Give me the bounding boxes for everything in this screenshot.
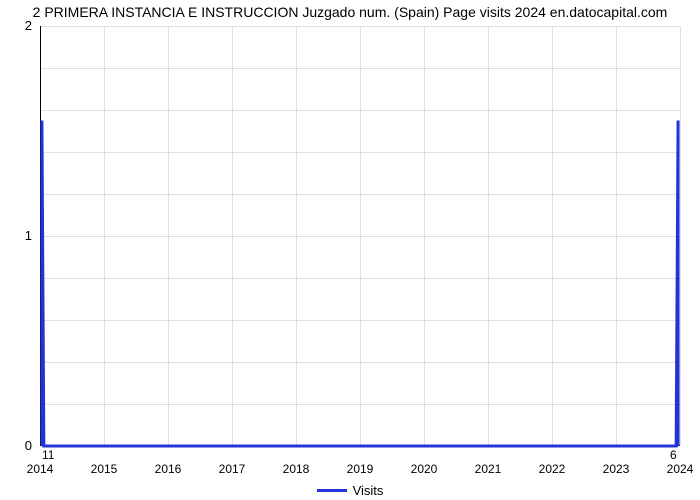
x-tick-label: 2015 — [84, 462, 124, 476]
x-tick-label: 2019 — [340, 462, 380, 476]
x-tick-label: 2024 — [660, 462, 700, 476]
corner-label-right: 6 — [670, 448, 677, 462]
x-tick-label: 2017 — [212, 462, 252, 476]
chart-title: 2 PRIMERA INSTANCIA E INSTRUCCION Juzgad… — [0, 4, 700, 20]
x-tick-label: 2023 — [596, 462, 636, 476]
y-tick-label: 0 — [0, 438, 32, 453]
gridline-vertical — [680, 26, 681, 446]
legend: Visits — [0, 480, 700, 498]
y-tick-label: 2 — [0, 18, 32, 33]
legend-swatch — [317, 489, 347, 492]
legend-label: Visits — [353, 483, 384, 498]
x-tick-label: 2016 — [148, 462, 188, 476]
plot-area — [40, 26, 680, 446]
y-tick-label: 1 — [0, 228, 32, 243]
legend-item-visits: Visits — [317, 483, 384, 498]
x-tick-label: 2014 — [20, 462, 60, 476]
corner-label-left: 11 — [42, 448, 54, 462]
x-tick-label: 2022 — [532, 462, 572, 476]
x-tick-label: 2018 — [276, 462, 316, 476]
x-tick-label: 2021 — [468, 462, 508, 476]
series-visits — [40, 26, 680, 446]
x-tick-label: 2020 — [404, 462, 444, 476]
